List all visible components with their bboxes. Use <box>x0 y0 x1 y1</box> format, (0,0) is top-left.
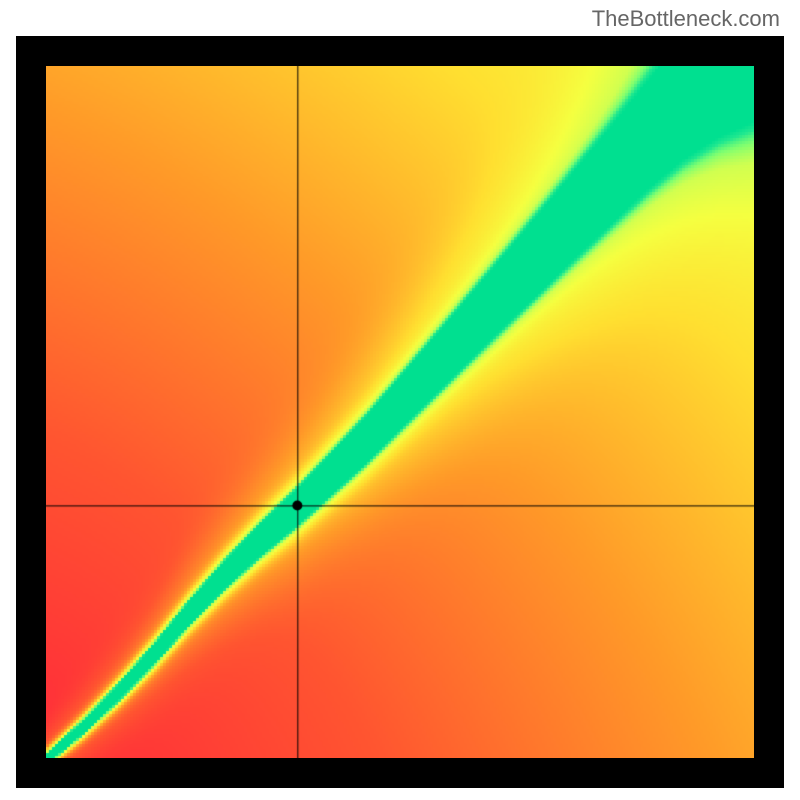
chart-container: TheBottleneck.com <box>0 0 800 800</box>
chart-frame <box>16 36 784 788</box>
heatmap-canvas <box>46 66 754 758</box>
watermark-text: TheBottleneck.com <box>592 6 780 32</box>
heatmap-plot <box>46 66 754 758</box>
